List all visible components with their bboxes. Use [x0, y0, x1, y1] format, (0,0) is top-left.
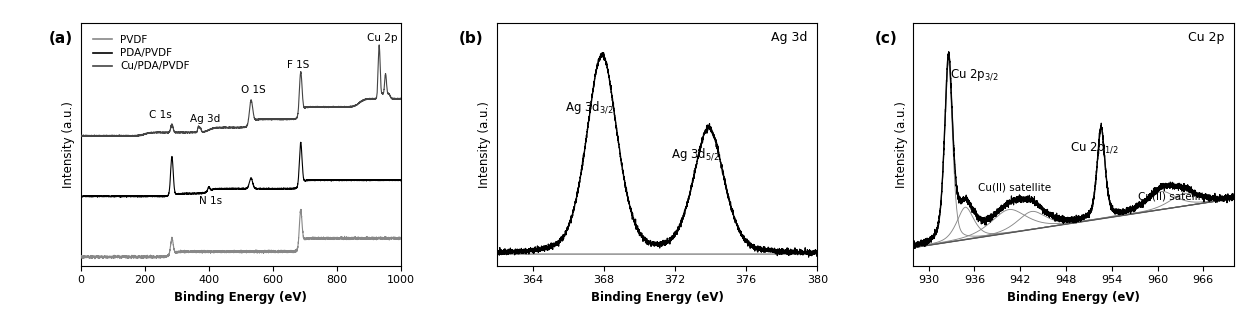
Text: C 1s: C 1s	[150, 110, 172, 120]
Text: O 1S: O 1S	[241, 85, 265, 95]
Text: F 1S: F 1S	[286, 60, 309, 70]
Text: (c): (c)	[875, 31, 898, 45]
X-axis label: Binding Energy (eV): Binding Energy (eV)	[175, 291, 308, 304]
Text: Cu 2p$_{3/2}$: Cu 2p$_{3/2}$	[950, 68, 998, 83]
Text: Cu(II) satellite: Cu(II) satellite	[978, 182, 1052, 192]
Text: Cu(II) satellite: Cu(II) satellite	[1138, 191, 1211, 201]
Text: Ag 3d: Ag 3d	[190, 114, 219, 124]
Text: Ag 3d$_{3/2}$: Ag 3d$_{3/2}$	[564, 99, 613, 116]
Text: (b): (b)	[459, 31, 484, 45]
Text: Cu 2p: Cu 2p	[367, 33, 398, 42]
Y-axis label: Intensity (a.u.): Intensity (a.u.)	[62, 101, 76, 188]
Text: Ag 3d$_{5/2}$: Ag 3d$_{5/2}$	[671, 147, 720, 163]
Y-axis label: Intensity (a.u.): Intensity (a.u.)	[895, 101, 908, 188]
X-axis label: Binding Energy (eV): Binding Energy (eV)	[1007, 291, 1140, 304]
Text: Ag 3d: Ag 3d	[771, 31, 807, 43]
Text: (a): (a)	[48, 31, 73, 45]
Legend: PVDF, PDA/PVDF, Cu/PDA/PVDF: PVDF, PDA/PVDF, Cu/PDA/PVDF	[89, 31, 193, 75]
X-axis label: Binding Energy (eV): Binding Energy (eV)	[590, 291, 724, 304]
Text: Cu 2p: Cu 2p	[1188, 31, 1224, 43]
Text: N 1s: N 1s	[200, 196, 222, 206]
Text: Cu 2p$_{1/2}$: Cu 2p$_{1/2}$	[1070, 140, 1118, 156]
Y-axis label: Intensity (a.u.): Intensity (a.u.)	[479, 101, 491, 188]
